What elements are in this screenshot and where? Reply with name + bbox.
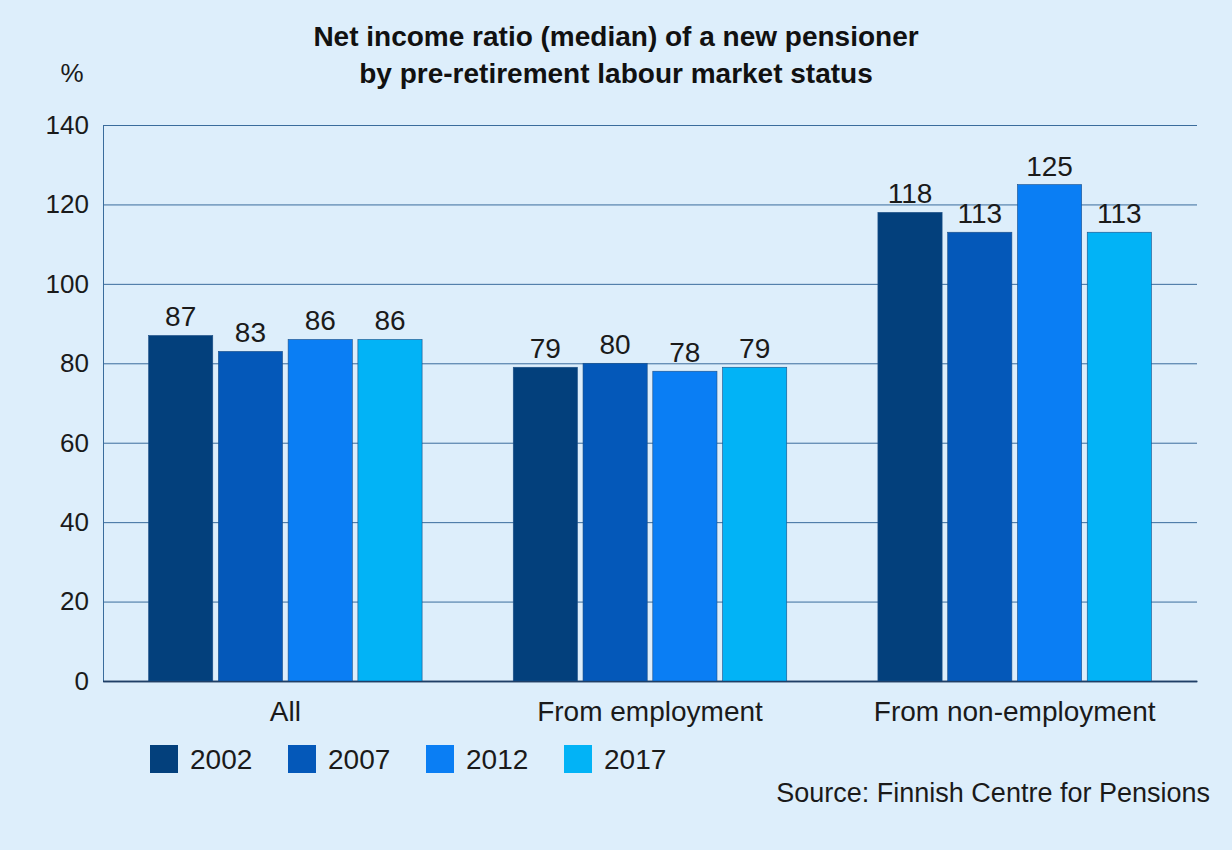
y-axis-label: % <box>60 58 83 88</box>
bar <box>1087 232 1151 681</box>
grid-line <box>103 125 1197 126</box>
y-tick-label: 140 <box>46 110 89 140</box>
bars <box>149 185 1152 681</box>
x-tick-label: All <box>270 696 301 727</box>
y-tick-label: 80 <box>60 348 89 378</box>
legend-item: 2017 <box>564 744 666 775</box>
data-label: 86 <box>374 305 405 336</box>
legend-swatch <box>564 745 592 773</box>
legend-item: 2002 <box>150 744 252 775</box>
data-label: 118 <box>888 178 933 209</box>
legend-item: 2012 <box>426 744 528 775</box>
y-tick-label: 60 <box>60 428 89 458</box>
legend-swatch <box>288 745 316 773</box>
legend-label: 2017 <box>604 744 666 775</box>
bar <box>583 363 647 681</box>
bar <box>358 339 422 681</box>
data-label: 78 <box>669 337 700 368</box>
chart: 0 20 40 60 80 100 120 140 All From employment From… <box>0 0 1232 850</box>
x-tick-label: From non-employment <box>874 696 1156 727</box>
legend-label: 2002 <box>190 744 252 775</box>
title: Net income ratio (median) of a new pensi… <box>313 21 918 89</box>
y-tick-label: 40 <box>60 507 89 537</box>
bar <box>1017 185 1081 681</box>
bar <box>878 212 942 681</box>
bar <box>513 367 577 681</box>
y-tick-label: 120 <box>46 189 89 219</box>
x-tick: All <box>270 681 301 727</box>
x-tick-label: From employment <box>537 696 763 727</box>
data-label: 79 <box>739 333 770 364</box>
legend-label: 2007 <box>328 744 390 775</box>
bar <box>218 351 282 681</box>
data-label: 80 <box>600 329 631 360</box>
data-label: 125 <box>1026 151 1073 182</box>
legend: 2002 2007 2012 2017 <box>150 744 666 775</box>
y-tick-label: 0 <box>75 666 89 696</box>
legend-swatch <box>150 745 178 773</box>
y-tick-label: 100 <box>46 269 89 299</box>
x-tick: From non-employment <box>874 681 1156 727</box>
x-axis: All From employment From non-employment <box>104 681 1198 727</box>
bar <box>948 232 1012 681</box>
bar <box>653 371 717 681</box>
data-label: 113 <box>1097 198 1142 229</box>
bar <box>149 335 213 681</box>
background <box>0 0 1232 850</box>
source-note: Source: Finnish Centre for Pensions <box>776 778 1210 808</box>
data-label: 113 <box>957 198 1002 229</box>
legend-item: 2007 <box>288 744 390 775</box>
y-axis-line <box>104 126 1198 682</box>
data-label: 86 <box>305 305 336 336</box>
y-tick: 140 <box>46 110 1197 140</box>
y-tick-label: 20 <box>60 586 89 616</box>
legend-swatch <box>426 745 454 773</box>
bar <box>288 339 352 681</box>
bar <box>723 367 787 681</box>
data-label: 79 <box>530 333 561 364</box>
x-tick: From employment <box>537 681 763 727</box>
legend-label: 2012 <box>466 744 528 775</box>
data-label: 83 <box>235 317 266 348</box>
y-axis: 0 20 40 60 80 100 120 140 <box>46 110 1197 696</box>
data-labels: 87 79 118 83 80 113 86 78 125 86 79 113 <box>165 151 1142 369</box>
data-label: 87 <box>165 301 196 332</box>
